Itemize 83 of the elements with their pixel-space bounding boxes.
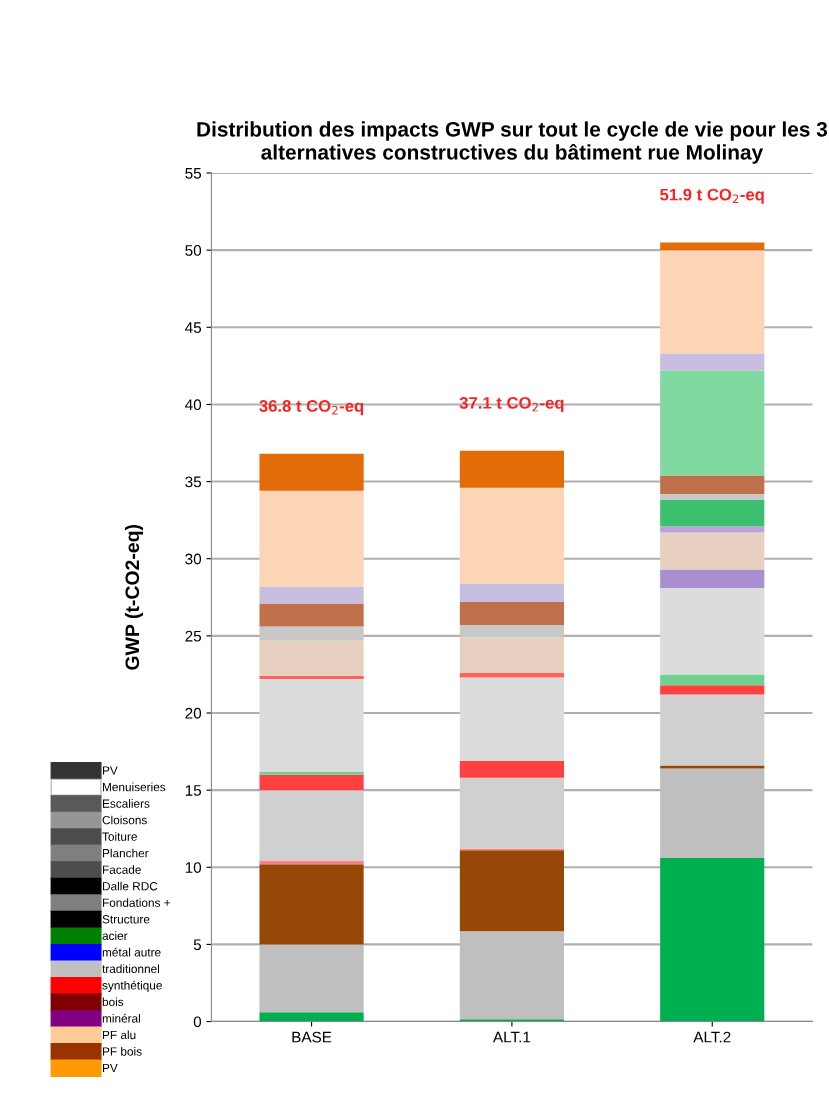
y-tick-label: 5 — [193, 939, 202, 951]
total-label: 37.1 t CO$_{2}$-eq — [459, 396, 564, 413]
x-tick-label: ALT.2 — [693, 1031, 731, 1043]
bar — [259, 771, 364, 775]
legend-label: métal autre — [102, 947, 161, 957]
bar — [459, 583, 564, 602]
total-label: 51.9 t CO$_{2}$-eq — [660, 188, 764, 204]
legend-label: Toiture — [102, 832, 137, 841]
y-tick-label: 40 — [185, 399, 202, 411]
legend-label: PV — [103, 1063, 118, 1073]
bar — [259, 603, 364, 627]
y-tick-label: 35 — [185, 476, 202, 488]
bar — [259, 864, 364, 945]
bar — [259, 626, 364, 641]
y-tick-label: 15 — [185, 785, 202, 796]
bar — [259, 640, 364, 676]
chart-title: Distribution des impacts GWP sur tout le cycle de vie pour les 3 alternatives constructives du bâtiment rue Molinay — [197, 121, 828, 164]
bar — [459, 850, 564, 932]
legend-label: Facade — [103, 865, 141, 874]
bar — [459, 677, 564, 761]
bar — [660, 694, 765, 766]
y-tick-label: 50 — [185, 245, 202, 256]
legend-label: PF alu — [103, 1030, 136, 1040]
bar — [459, 672, 564, 678]
legend-label: traditionnel — [102, 964, 159, 974]
y-tick-label: 0 — [193, 1016, 202, 1028]
bar — [259, 944, 364, 1013]
bar — [259, 1012, 364, 1022]
y-tick-label: 45 — [185, 322, 202, 333]
bar — [259, 453, 364, 491]
y-tick-label: 25 — [185, 630, 202, 642]
bar — [259, 586, 364, 604]
legend-label: Plancher — [103, 848, 149, 858]
bar — [459, 487, 564, 584]
bar — [660, 685, 765, 695]
bar — [459, 601, 564, 626]
legend-label: minéral — [102, 1013, 140, 1023]
y-axis-title: GWP (t-CO2-eq) — [124, 524, 144, 670]
bar — [660, 765, 765, 769]
bar — [259, 790, 364, 862]
bar — [459, 450, 564, 488]
x-tick-label: BASE — [292, 1031, 332, 1043]
bar — [660, 370, 765, 476]
bar — [660, 242, 765, 251]
bar — [259, 490, 364, 587]
bar — [459, 637, 564, 673]
bar — [660, 768, 765, 859]
bar — [259, 861, 364, 865]
bar — [259, 774, 364, 791]
legend-label: Dalle RDC — [103, 881, 158, 891]
legend-label: acier — [102, 931, 128, 940]
legend-label: PV — [103, 766, 118, 775]
legend-label: Fondations + — [103, 898, 171, 907]
bar — [459, 760, 564, 778]
bar — [459, 931, 564, 1020]
legend-label: Escaliers — [103, 799, 150, 808]
bar — [660, 493, 765, 501]
y-tick-label: 10 — [185, 862, 202, 873]
y-tick-label: 55 — [185, 168, 202, 179]
y-tick-label: 30 — [185, 553, 202, 565]
bar — [660, 858, 765, 1022]
legend-label: Structure — [102, 915, 150, 924]
bar — [660, 532, 765, 570]
bar — [259, 679, 364, 772]
legend-label: synthétique — [102, 980, 162, 992]
bar — [660, 250, 765, 354]
legend-label: Cloisons — [102, 815, 147, 825]
bar — [660, 475, 765, 494]
bar — [459, 777, 564, 849]
total-label: 36.8 t CO$_{2}$-eq — [259, 400, 364, 416]
bar — [660, 526, 765, 533]
legend-label: bois — [102, 997, 124, 1007]
bar — [459, 625, 564, 638]
y-tick-label: 20 — [185, 707, 202, 719]
x-tick-label: ALT.1 — [492, 1031, 531, 1043]
legend-label: PF bois — [103, 1047, 142, 1056]
bar — [660, 353, 765, 371]
bar — [660, 674, 765, 686]
bar — [660, 500, 765, 527]
legend-label: Menuiseries — [103, 782, 166, 792]
bar — [259, 675, 364, 680]
bar — [660, 588, 765, 675]
bar — [660, 569, 765, 589]
